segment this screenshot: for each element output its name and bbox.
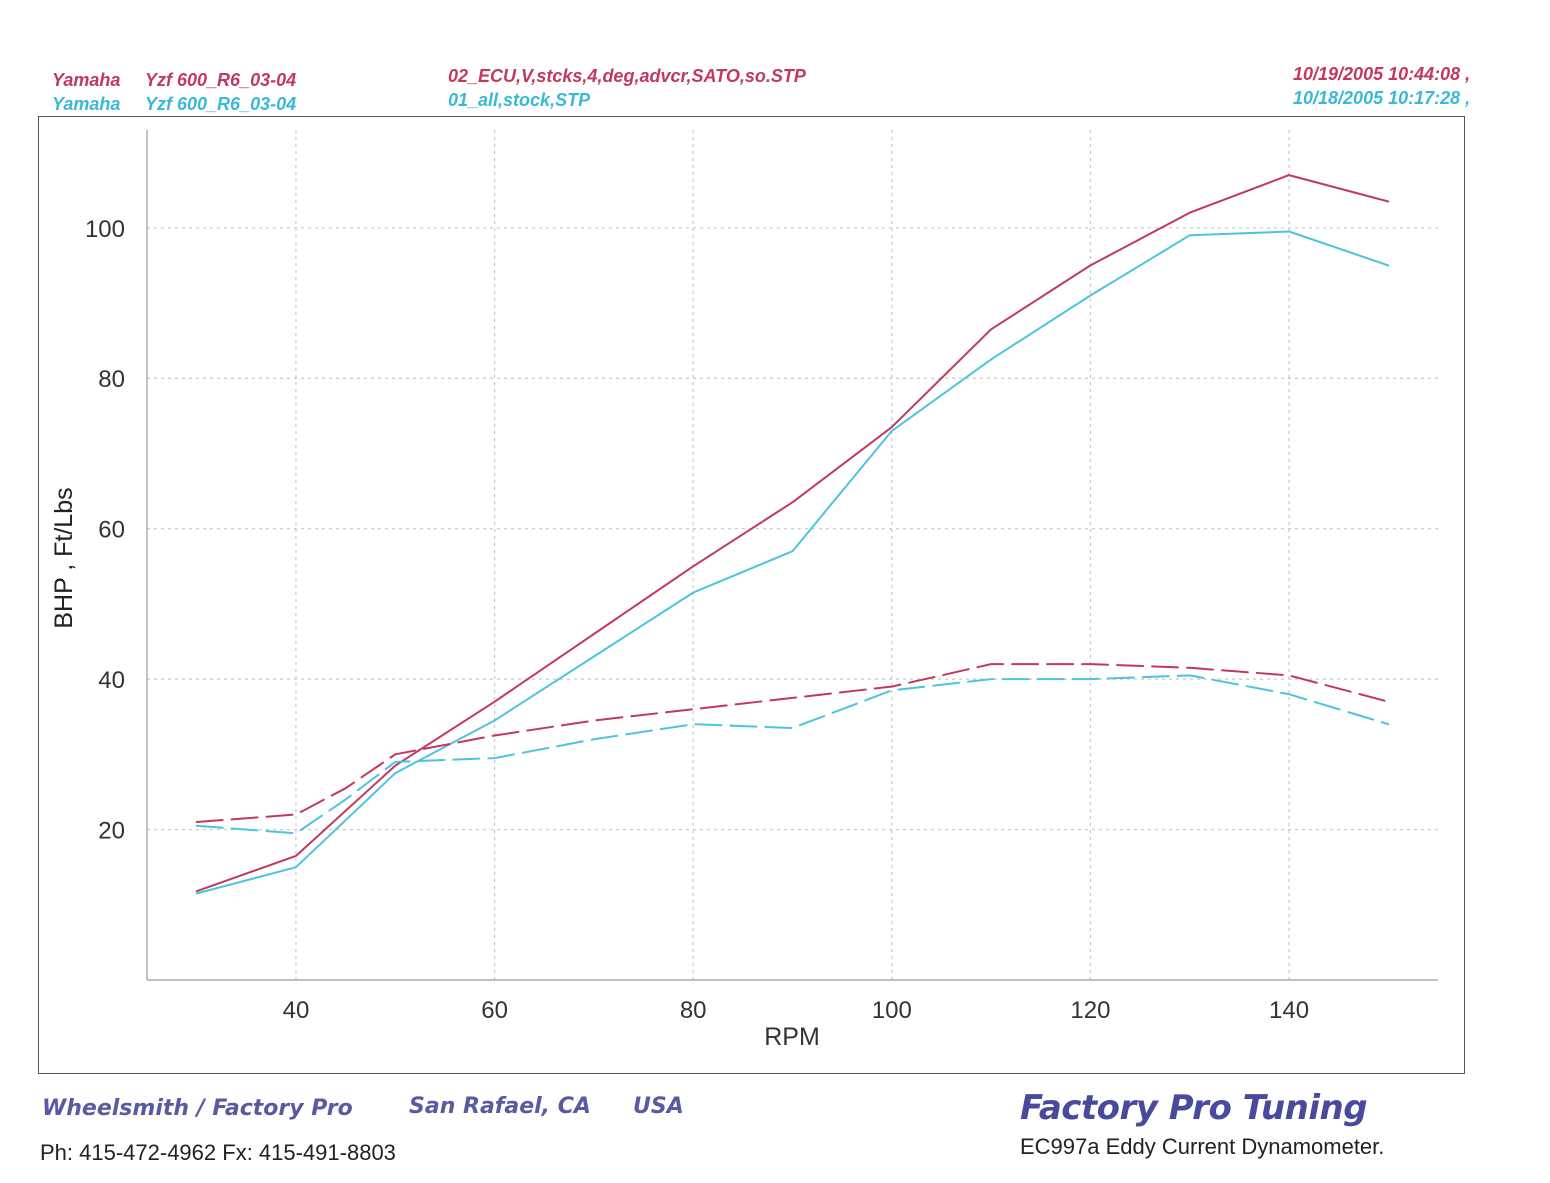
grid <box>147 130 1438 980</box>
run1-model: Yzf 600_R6_03-04 <box>145 70 297 90</box>
run2-timestamp: 10/18/2005 10:17:28 , <box>1293 88 1471 108</box>
run1-timestamp: 10/19/2005 10:44:08 , <box>1293 64 1471 84</box>
shop-location: San Rafael, CA <box>409 1094 591 1119</box>
y-axis-label: BHP , Ft/Lbs <box>50 487 78 628</box>
torque-series-line-2 <box>195 663 1390 823</box>
run2-make: Yamaha <box>52 94 121 114</box>
y-tick-label: 20 <box>98 818 125 845</box>
brand-logo: Factory Pro Tuning <box>1020 1088 1368 1128</box>
tick-labels: 40 60 80 100 120 140 20 40 60 80 100 <box>85 216 1309 1024</box>
run2-file: 01_all,stock,STP <box>448 90 591 110</box>
dyno-model: EC997a Eddy Current Dynamometer. <box>1020 1134 1385 1159</box>
series <box>195 174 1390 895</box>
y-tick-label: 100 <box>85 216 125 243</box>
x-tick-label: 100 <box>872 997 912 1024</box>
run1-file: 02_ECU,V,stcks,4,deg,advcr,SATO,so.STP <box>448 66 806 86</box>
y-tick-label: 80 <box>98 366 125 393</box>
x-tick-label: 80 <box>680 997 707 1024</box>
x-tick-label: 60 <box>481 997 508 1024</box>
x-tick-label: 140 <box>1269 997 1309 1024</box>
axes <box>146 130 1438 981</box>
x-tick-label: 120 <box>1070 997 1110 1024</box>
chart-frame <box>38 116 1465 1074</box>
shop-name: Wheelsmith / Factory Pro <box>42 1096 353 1121</box>
y-tick-label: 40 <box>98 667 125 694</box>
torque-series-line-3 <box>195 674 1390 835</box>
x-axis-label: RPM <box>764 1023 820 1051</box>
shop-phone: Ph: 415-472-4962 Fx: 415-491-8803 <box>40 1140 396 1165</box>
power-series-line-1 <box>195 230 1390 895</box>
shop-country: USA <box>633 1094 684 1119</box>
power-series-line-0 <box>195 174 1390 893</box>
run2-model: Yzf 600_R6_03-04 <box>145 94 297 114</box>
y-tick-label: 60 <box>98 517 125 544</box>
x-tick-label: 40 <box>283 997 310 1024</box>
run1-make: Yamaha <box>52 70 121 90</box>
